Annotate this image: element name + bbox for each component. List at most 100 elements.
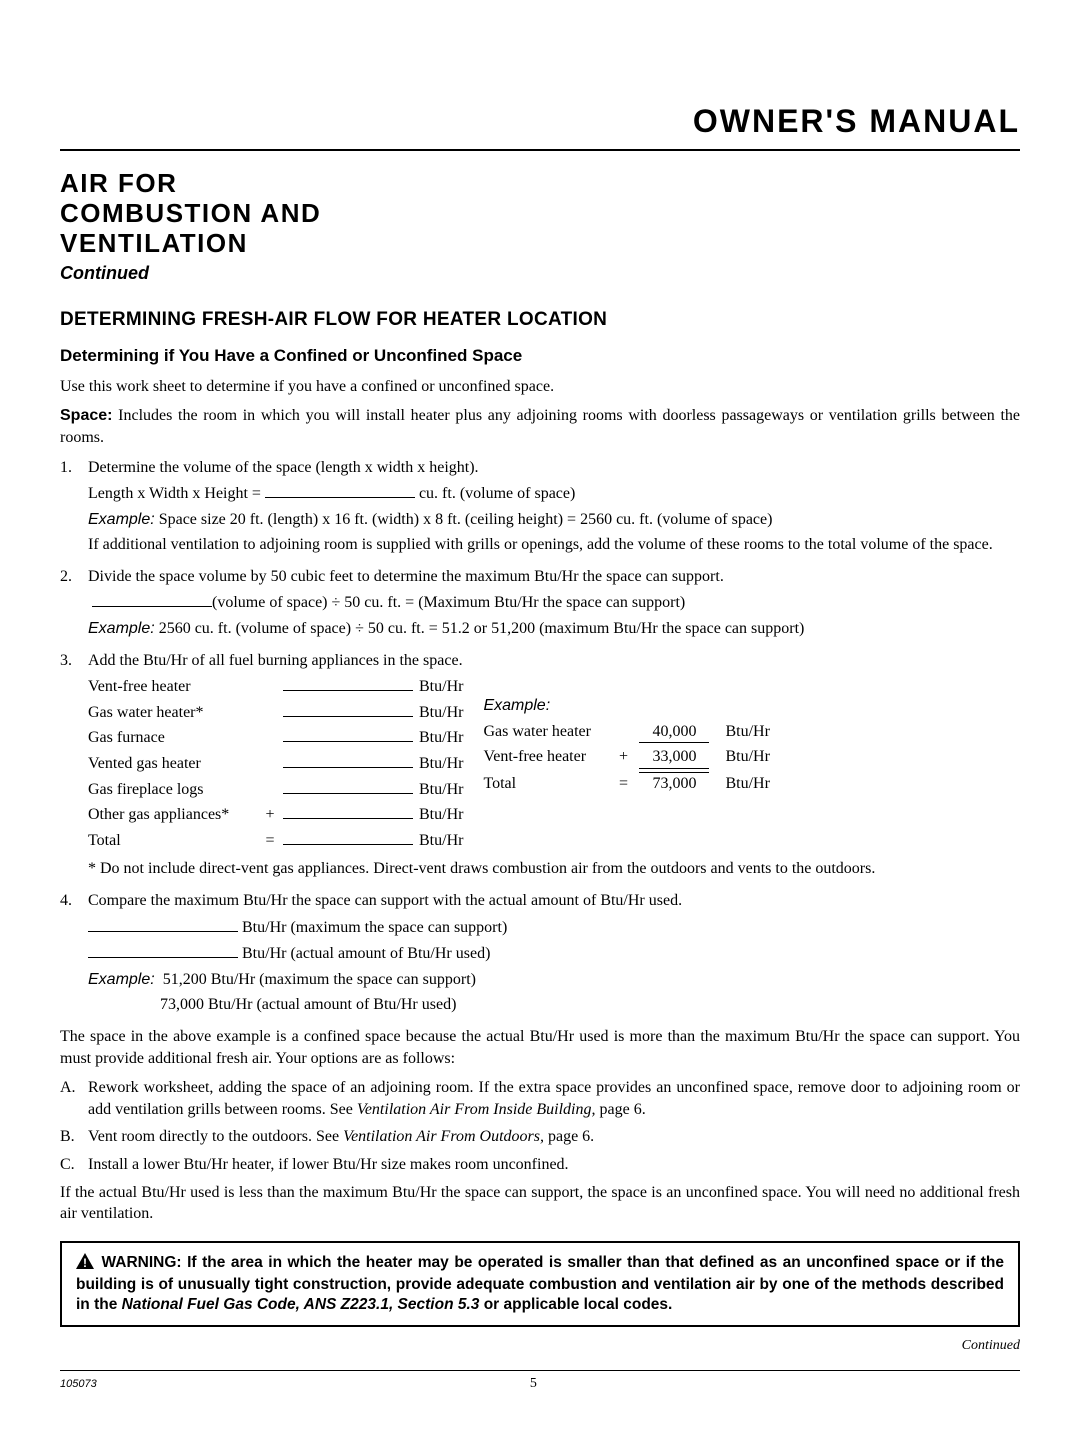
option-b-t2: page 6. (544, 1128, 594, 1145)
warning-label: WARNING: (96, 1254, 187, 1271)
appl-row-0: Vent-free heater Btu/Hr (88, 675, 463, 698)
intro-text: Use this work sheet to determine if you … (60, 376, 1020, 398)
step-2-example-text: 2560 cu. ft. (volume of space) ÷ 50 cu. … (155, 620, 805, 637)
step-3-columns: Vent-free heater Btu/Hr Gas water heater*… (88, 675, 1020, 854)
page-number: 5 (97, 1375, 970, 1394)
appl-blank[interactable] (283, 829, 413, 845)
example-label: Example: (88, 511, 155, 528)
ex-row-0: Gas water heater 40,000 Btu/Hr (483, 721, 1020, 744)
appl-label: Other gas appliances* (88, 804, 263, 826)
ex-unit: Btu/Hr (725, 746, 769, 768)
appl-label: Gas water heater* (88, 702, 263, 724)
option-c: C. Install a lower Btu/Hr heater, if low… (60, 1154, 1020, 1176)
option-a: A. Rework worksheet, adding the space of… (60, 1077, 1020, 1120)
appl-blank[interactable] (283, 778, 413, 794)
ex-op: + (613, 746, 633, 768)
step-3-num: 3. (60, 650, 88, 884)
appl-blank[interactable] (283, 701, 413, 717)
step-4-after2: Btu/Hr (actual amount of Btu/Hr used) (238, 945, 490, 962)
appl-unit: Btu/Hr (419, 727, 463, 749)
option-c-letter: C. (60, 1154, 88, 1176)
warning-italic: National Fuel Gas Code, ANS Z223.1, Sect… (122, 1296, 480, 1313)
option-b-t1: Vent room directly to the outdoors. See (88, 1128, 343, 1145)
blank-vol2[interactable] (92, 591, 212, 607)
step-4: 4. Compare the maximum Btu/Hr the space … (60, 890, 1020, 1020)
appl-label: Vented gas heater (88, 753, 263, 775)
step-1-formula: Length x Width x Height = cu. ft. (volum… (88, 482, 1020, 505)
ex-unit: Btu/Hr (725, 773, 769, 795)
option-a-t2: page 6. (595, 1101, 645, 1118)
section-title: AIR FOR COMBUSTION AND VENTILATION (60, 169, 1020, 259)
step-1-text: Determine the volume of the space (lengt… (88, 457, 1020, 479)
header-rule (60, 149, 1020, 151)
step-1-example: Example: Space size 20 ft. (length) x 16… (88, 509, 1020, 531)
step-2-num: 2. (60, 566, 88, 644)
step-4-blank1: Btu/Hr (maximum the space can support) (88, 916, 1020, 939)
appl-blank[interactable] (283, 726, 413, 742)
step-1-example-text: Space size 20 ft. (length) x 16 ft. (wid… (155, 511, 773, 528)
appl-blank[interactable] (283, 675, 413, 691)
step-2-example: Example: 2560 cu. ft. (volume of space) … (88, 618, 1020, 640)
appl-unit: Btu/Hr (419, 779, 463, 801)
appl-op: = (263, 830, 277, 852)
step-1-num: 1. (60, 457, 88, 560)
appl-unit: Btu/Hr (419, 804, 463, 826)
blank-actual[interactable] (88, 942, 238, 958)
ex-row-2: Total=73,000Btu/Hr (483, 772, 1020, 795)
appl-row-1: Gas water heater* Btu/Hr (88, 701, 463, 724)
space-paragraph: Space: Includes the room in which you wi… (60, 405, 1020, 448)
option-a-letter: A. (60, 1077, 88, 1120)
continued-label: Continued (60, 261, 1020, 285)
step-3-example: Example: Gas water heater 40,000 Btu/Hr Ve… (483, 675, 1020, 797)
ex-val: 73,000 (639, 772, 709, 795)
step-4-num: 4. (60, 890, 88, 1020)
step-4-ex-line1: 51,200 Btu/Hr (maximum the space can sup… (163, 971, 476, 988)
page-header-title: OWNER'S MANUAL (60, 100, 1020, 149)
option-b: B. Vent room directly to the outdoors. S… (60, 1126, 1020, 1148)
step-4-ex-line2: 73,000 Btu/Hr (actual amount of Btu/Hr u… (88, 994, 1020, 1016)
option-b-letter: B. (60, 1126, 88, 1148)
step-2: 2. Divide the space volume by 50 cubic f… (60, 566, 1020, 644)
option-b-italic: Ventilation Air From Outdoors, (343, 1128, 544, 1145)
option-a-italic: Ventilation Air From Inside Building, (357, 1101, 596, 1118)
appl-unit: Btu/Hr (419, 702, 463, 724)
ex-label: Vent-free heater (483, 746, 613, 768)
example-label-3: Example: (483, 695, 1020, 717)
step-3-text: Add the Btu/Hr of all fuel burning appli… (88, 650, 1020, 672)
appl-unit: Btu/Hr (419, 676, 463, 698)
options-list: A. Rework worksheet, adding the space of… (60, 1077, 1020, 1175)
ex-label: Gas water heater (483, 721, 613, 743)
appl-blank[interactable] (283, 803, 413, 819)
h3-confined: Determining if You Have a Confined or Un… (60, 345, 1020, 368)
ex-op: = (613, 773, 633, 795)
svg-text:!: ! (83, 1256, 87, 1269)
warning-t2: or applicable local codes. (479, 1296, 672, 1313)
ex-val: 40,000 (639, 721, 709, 744)
after-steps-text: The space in the above example is a conf… (60, 1026, 1020, 1069)
section-title-line3: VENTILATION (60, 228, 248, 258)
ex-unit: Btu/Hr (725, 721, 769, 743)
step-3-note: * Do not include direct-vent gas applian… (88, 858, 1020, 880)
step-4-text: Compare the maximum Btu/Hr the space can… (88, 890, 1020, 912)
space-text: Includes the room in which you will inst… (60, 407, 1020, 446)
example-label-4: Example: (88, 971, 155, 988)
option-c-t1: Install a lower Btu/Hr heater, if lower … (88, 1156, 569, 1173)
step-2-formula: (volume of space) ÷ 50 cu. ft. = (Maximu… (88, 591, 1020, 614)
space-label: Space: (60, 407, 112, 424)
blank-max[interactable] (88, 916, 238, 932)
section-title-line1: AIR FOR (60, 168, 177, 198)
step-3: 3. Add the Btu/Hr of all fuel burning ap… (60, 650, 1020, 884)
doc-number: 105073 (60, 1377, 97, 1392)
appl-row-6: Total=Btu/Hr (88, 829, 463, 852)
warning-triangle-icon: ! (76, 1253, 94, 1275)
step-1-note: If additional ventilation to adjoining r… (88, 534, 1020, 556)
appl-row-4: Gas fireplace logsBtu/Hr (88, 778, 463, 801)
blank-volume[interactable] (265, 482, 415, 498)
warning-box: ! WARNING: If the area in which the heat… (60, 1241, 1020, 1327)
appl-blank[interactable] (283, 752, 413, 768)
appl-label: Vent-free heater (88, 676, 263, 698)
appl-row-2: Gas furnaceBtu/Hr (88, 726, 463, 749)
example-label-2: Example: (88, 620, 155, 637)
appliance-worksheet: Vent-free heater Btu/Hr Gas water heater*… (88, 675, 463, 854)
h2-fresh-air: DETERMINING FRESH-AIR FLOW FOR HEATER LO… (60, 307, 1020, 333)
